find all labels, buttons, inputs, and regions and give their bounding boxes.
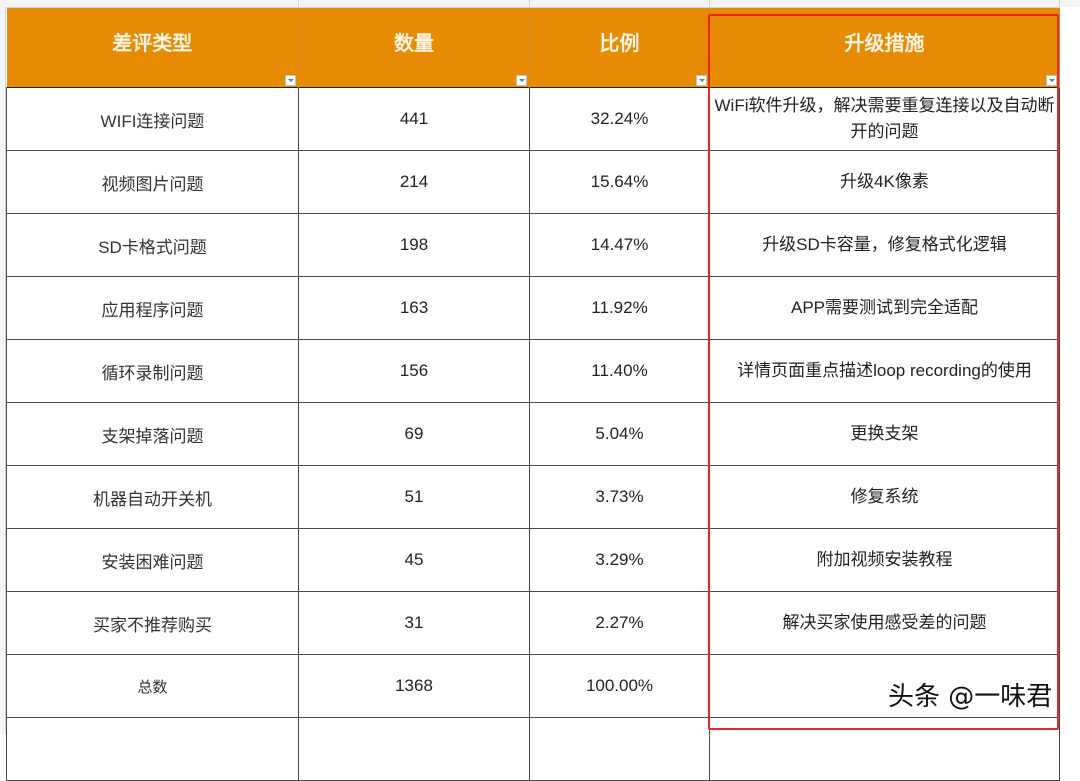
gridline (298, 0, 299, 7)
cell-count[interactable]: 31 (298, 591, 530, 655)
empty-row (6, 717, 1060, 781)
cell-measure[interactable]: 升级4K像素 (709, 150, 1060, 214)
gridline (1059, 0, 1060, 7)
filter-dropdown-icon[interactable] (516, 75, 527, 86)
watermark: 头条 @一味君 (888, 682, 1053, 712)
header-row: 差评类型 数量 比例 升级措施 (6, 8, 1060, 88)
cell-type[interactable]: WIFI连接问题 (6, 87, 299, 151)
table-row: 安装困难问题 45 3.29% 附加视频安装教程 (6, 528, 1060, 592)
cell-count[interactable]: 198 (298, 213, 530, 277)
table-row: SD卡格式问题 198 14.47% 升级SD卡容量，修复格式化逻辑 (6, 213, 1060, 277)
cell-ratio[interactable]: 3.29% (529, 528, 710, 592)
cell-measure[interactable]: 升级SD卡容量，修复格式化逻辑 (709, 213, 1060, 277)
cell-type[interactable]: 支架掉落问题 (6, 402, 299, 466)
sheet-right-area (1060, 7, 1080, 734)
table-row: 买家不推荐购买 31 2.27% 解决买家使用感受差的问题 (6, 591, 1060, 655)
empty-cell[interactable] (709, 717, 1060, 781)
header-label: 比例 (599, 31, 640, 55)
cell-ratio[interactable]: 3.73% (529, 465, 710, 529)
cell-ratio[interactable]: 11.40% (529, 339, 710, 403)
cell-type[interactable]: 应用程序问题 (6, 276, 299, 340)
cell-measure[interactable]: 修复系统 (709, 465, 1060, 529)
cell-ratio[interactable]: 2.27% (529, 591, 710, 655)
table-row: 循环录制问题 156 11.40% 详情页面重点描述loop recording… (6, 339, 1060, 403)
cell-measure[interactable]: 详情页面重点描述loop recording的使用 (709, 339, 1060, 403)
empty-cell[interactable] (6, 717, 299, 781)
filter-dropdown-icon[interactable] (285, 75, 296, 86)
cell-total-measure[interactable] (709, 654, 1060, 718)
cell-total-ratio[interactable]: 100.00% (529, 654, 710, 718)
header-label: 数量 (394, 31, 434, 55)
table-row: 视频图片问题 214 15.64% 升级4K像素 (6, 150, 1060, 214)
gridline (709, 0, 710, 7)
table-row: 机器自动开关机 51 3.73% 修复系统 (6, 465, 1060, 529)
cell-count[interactable]: 51 (298, 465, 530, 529)
header-cell-count[interactable]: 数量 (298, 8, 530, 88)
cell-count[interactable]: 163 (298, 276, 530, 340)
gridline (529, 0, 530, 7)
cell-type[interactable]: 买家不推荐购买 (6, 591, 299, 655)
filter-dropdown-icon[interactable] (696, 75, 707, 86)
cell-type[interactable]: SD卡格式问题 (6, 213, 299, 277)
cell-count[interactable]: 69 (298, 402, 530, 466)
cell-ratio[interactable]: 14.47% (529, 213, 710, 277)
cell-type[interactable]: 安装困难问题 (6, 528, 299, 592)
cell-count[interactable]: 45 (298, 528, 530, 592)
sheet-top-strip (0, 0, 1080, 8)
cell-measure[interactable]: 附加视频安装教程 (709, 528, 1060, 592)
header-label: 升级措施 (844, 31, 925, 55)
cell-ratio[interactable]: 32.24% (529, 87, 710, 151)
cell-measure[interactable]: 解决买家使用感受差的问题 (709, 591, 1060, 655)
cell-type[interactable]: 机器自动开关机 (6, 465, 299, 529)
cell-count[interactable]: 214 (298, 150, 530, 214)
cell-measure[interactable]: WiFi软件升级，解决需要重复连接以及自动断开的问题 (709, 87, 1060, 151)
cell-count[interactable]: 156 (298, 339, 530, 403)
table-row: WIFI连接问题 441 32.24% WiFi软件升级，解决需要重复连接以及自… (6, 87, 1060, 151)
total-row: 总数 1368 100.00% (6, 654, 1060, 718)
empty-cell[interactable] (529, 717, 710, 781)
cell-total-label[interactable]: 总数 (6, 654, 299, 718)
table-row: 支架掉落问题 69 5.04% 更换支架 (6, 402, 1060, 466)
header-cell-measure[interactable]: 升级措施 (709, 8, 1060, 88)
empty-cell[interactable] (298, 717, 530, 781)
header-label: 差评类型 (112, 31, 193, 55)
header-cell-ratio[interactable]: 比例 (529, 8, 710, 88)
complaint-table: 差评类型 数量 比例 升级措施 WIFI连接问题 441 32.24% WiFi… (6, 8, 1060, 781)
cell-type[interactable]: 循环录制问题 (6, 339, 299, 403)
row-header-gutter (0, 7, 6, 734)
filter-dropdown-icon[interactable] (1046, 75, 1057, 86)
header-cell-type[interactable]: 差评类型 (6, 8, 299, 88)
cell-measure[interactable]: 更换支架 (709, 402, 1060, 466)
cell-ratio[interactable]: 5.04% (529, 402, 710, 466)
cell-measure[interactable]: APP需要测试到完全适配 (709, 276, 1060, 340)
cell-type[interactable]: 视频图片问题 (6, 150, 299, 214)
cell-ratio[interactable]: 11.92% (529, 276, 710, 340)
table-row: 应用程序问题 163 11.92% APP需要测试到完全适配 (6, 276, 1060, 340)
cell-count[interactable]: 441 (298, 87, 530, 151)
cell-total-count[interactable]: 1368 (298, 654, 530, 718)
cell-ratio[interactable]: 15.64% (529, 150, 710, 214)
